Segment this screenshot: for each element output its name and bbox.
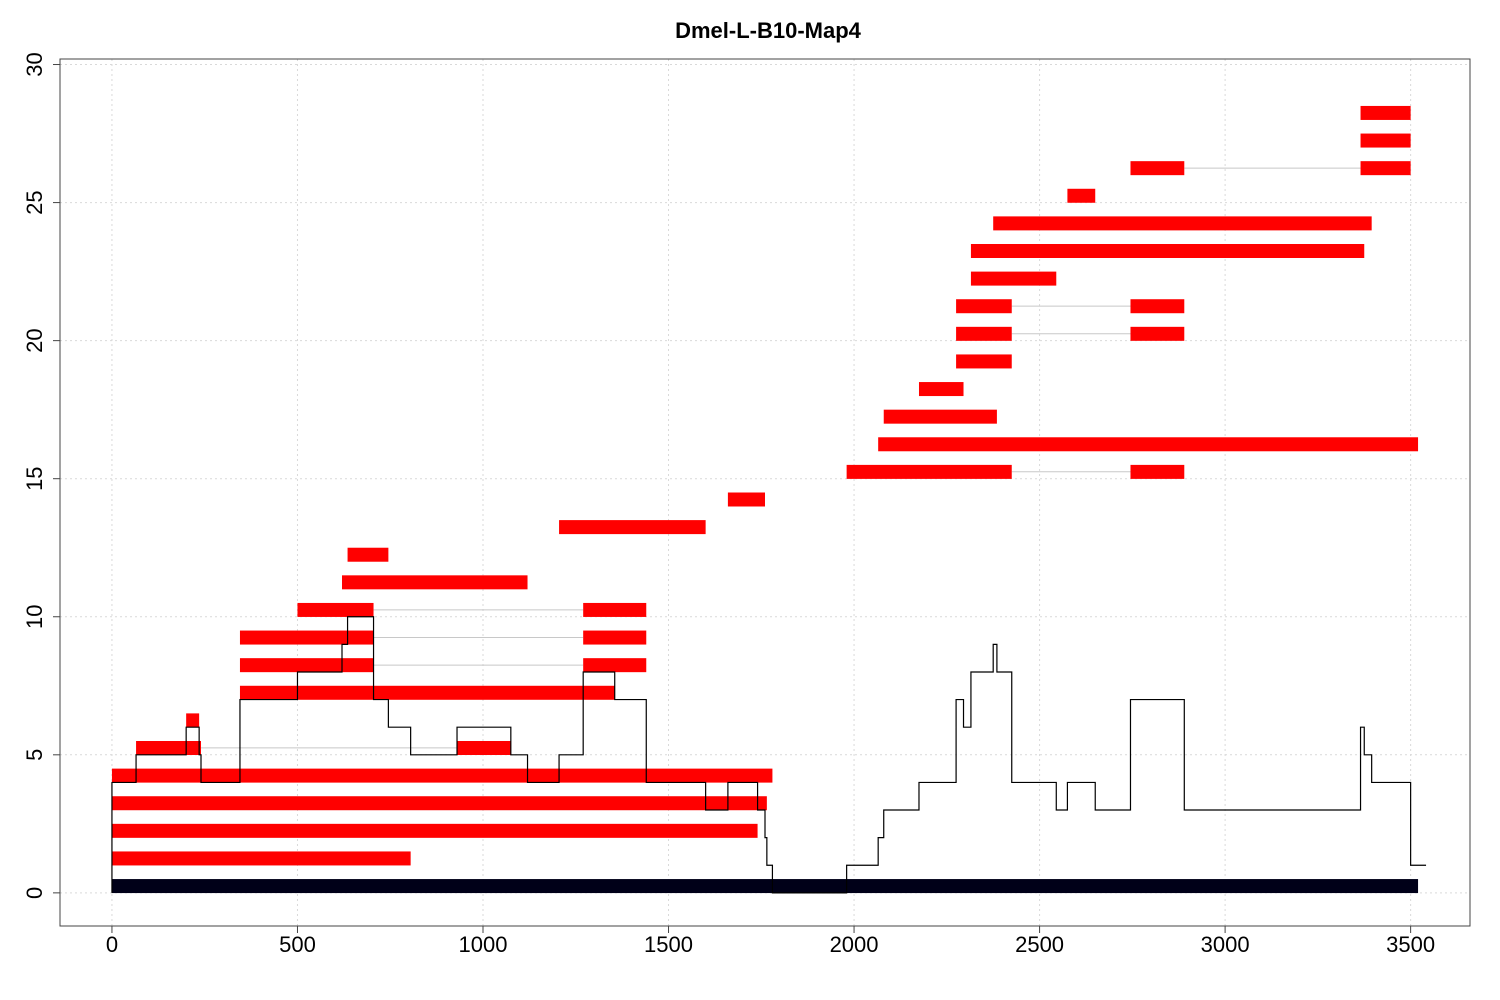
read-bar — [918, 382, 964, 397]
reference-bar-group — [111, 879, 1419, 894]
read-bar — [1360, 133, 1411, 148]
read-bar — [583, 658, 647, 673]
x-tick-label: 3000 — [1201, 932, 1250, 957]
plot-frame — [59, 58, 1471, 927]
read-bar — [583, 602, 647, 617]
read-bar — [970, 243, 1365, 258]
reference-bar — [111, 879, 1419, 894]
y-tick-label: 5 — [22, 749, 47, 761]
read-bar — [846, 464, 1012, 479]
read-bar — [559, 520, 706, 535]
x-tick-label: 1500 — [644, 932, 693, 957]
read-bar — [111, 823, 758, 838]
coverage-line-group — [111, 616, 1427, 894]
read-bar — [342, 575, 528, 590]
coverage-line — [111, 616, 1427, 894]
y-tick-label: 15 — [22, 466, 47, 490]
y-tick-label: 0 — [22, 887, 47, 899]
x-tick-label: 1000 — [459, 932, 508, 957]
x-tick-label: 2000 — [830, 932, 879, 957]
read-bar — [239, 658, 374, 673]
y-tick-label: 25 — [22, 190, 47, 214]
read-bar — [1130, 161, 1185, 176]
read-bar — [956, 326, 1012, 341]
read-bar — [1067, 188, 1096, 203]
read-bar — [111, 768, 773, 783]
read-pair-connectors — [201, 167, 1361, 749]
read-bar — [239, 685, 615, 700]
read-bar — [1360, 161, 1411, 176]
read-bar — [347, 547, 389, 562]
read-bar — [583, 630, 647, 645]
read-bar — [883, 409, 997, 424]
grid-lines — [60, 59, 1470, 926]
read-bar — [297, 602, 374, 617]
x-tick-label: 0 — [106, 932, 118, 957]
read-bar — [878, 437, 1419, 452]
x-tick-label: 3500 — [1386, 932, 1435, 957]
read-bar — [970, 271, 1057, 286]
read-bar — [111, 796, 767, 811]
x-tick-label: 500 — [279, 932, 316, 957]
read-bar — [956, 354, 1012, 369]
y-tick-label: 30 — [22, 52, 47, 76]
read-bar — [1360, 105, 1411, 120]
y-tick-label: 10 — [22, 605, 47, 629]
read-bar — [993, 216, 1372, 231]
y-axis: 0 5 10 15 20 25 30 — [22, 52, 60, 899]
read-bar — [727, 492, 765, 507]
read-bar — [1130, 299, 1185, 314]
read-bar — [111, 851, 411, 866]
y-tick-label: 20 — [22, 328, 47, 352]
read-bar — [457, 741, 511, 756]
read-bar — [239, 630, 374, 645]
chart-title: Dmel-L-B10-Map4 — [675, 18, 862, 43]
read-bar — [186, 713, 200, 728]
x-axis: 0 500 1000 1500 2000 2500 3000 3500 — [106, 926, 1435, 957]
read-bar — [956, 299, 1012, 314]
read-bar — [1130, 326, 1185, 341]
read-bar — [1130, 464, 1185, 479]
x-tick-label: 2500 — [1015, 932, 1064, 957]
read-bars — [111, 105, 1419, 866]
read-bar — [136, 741, 201, 756]
